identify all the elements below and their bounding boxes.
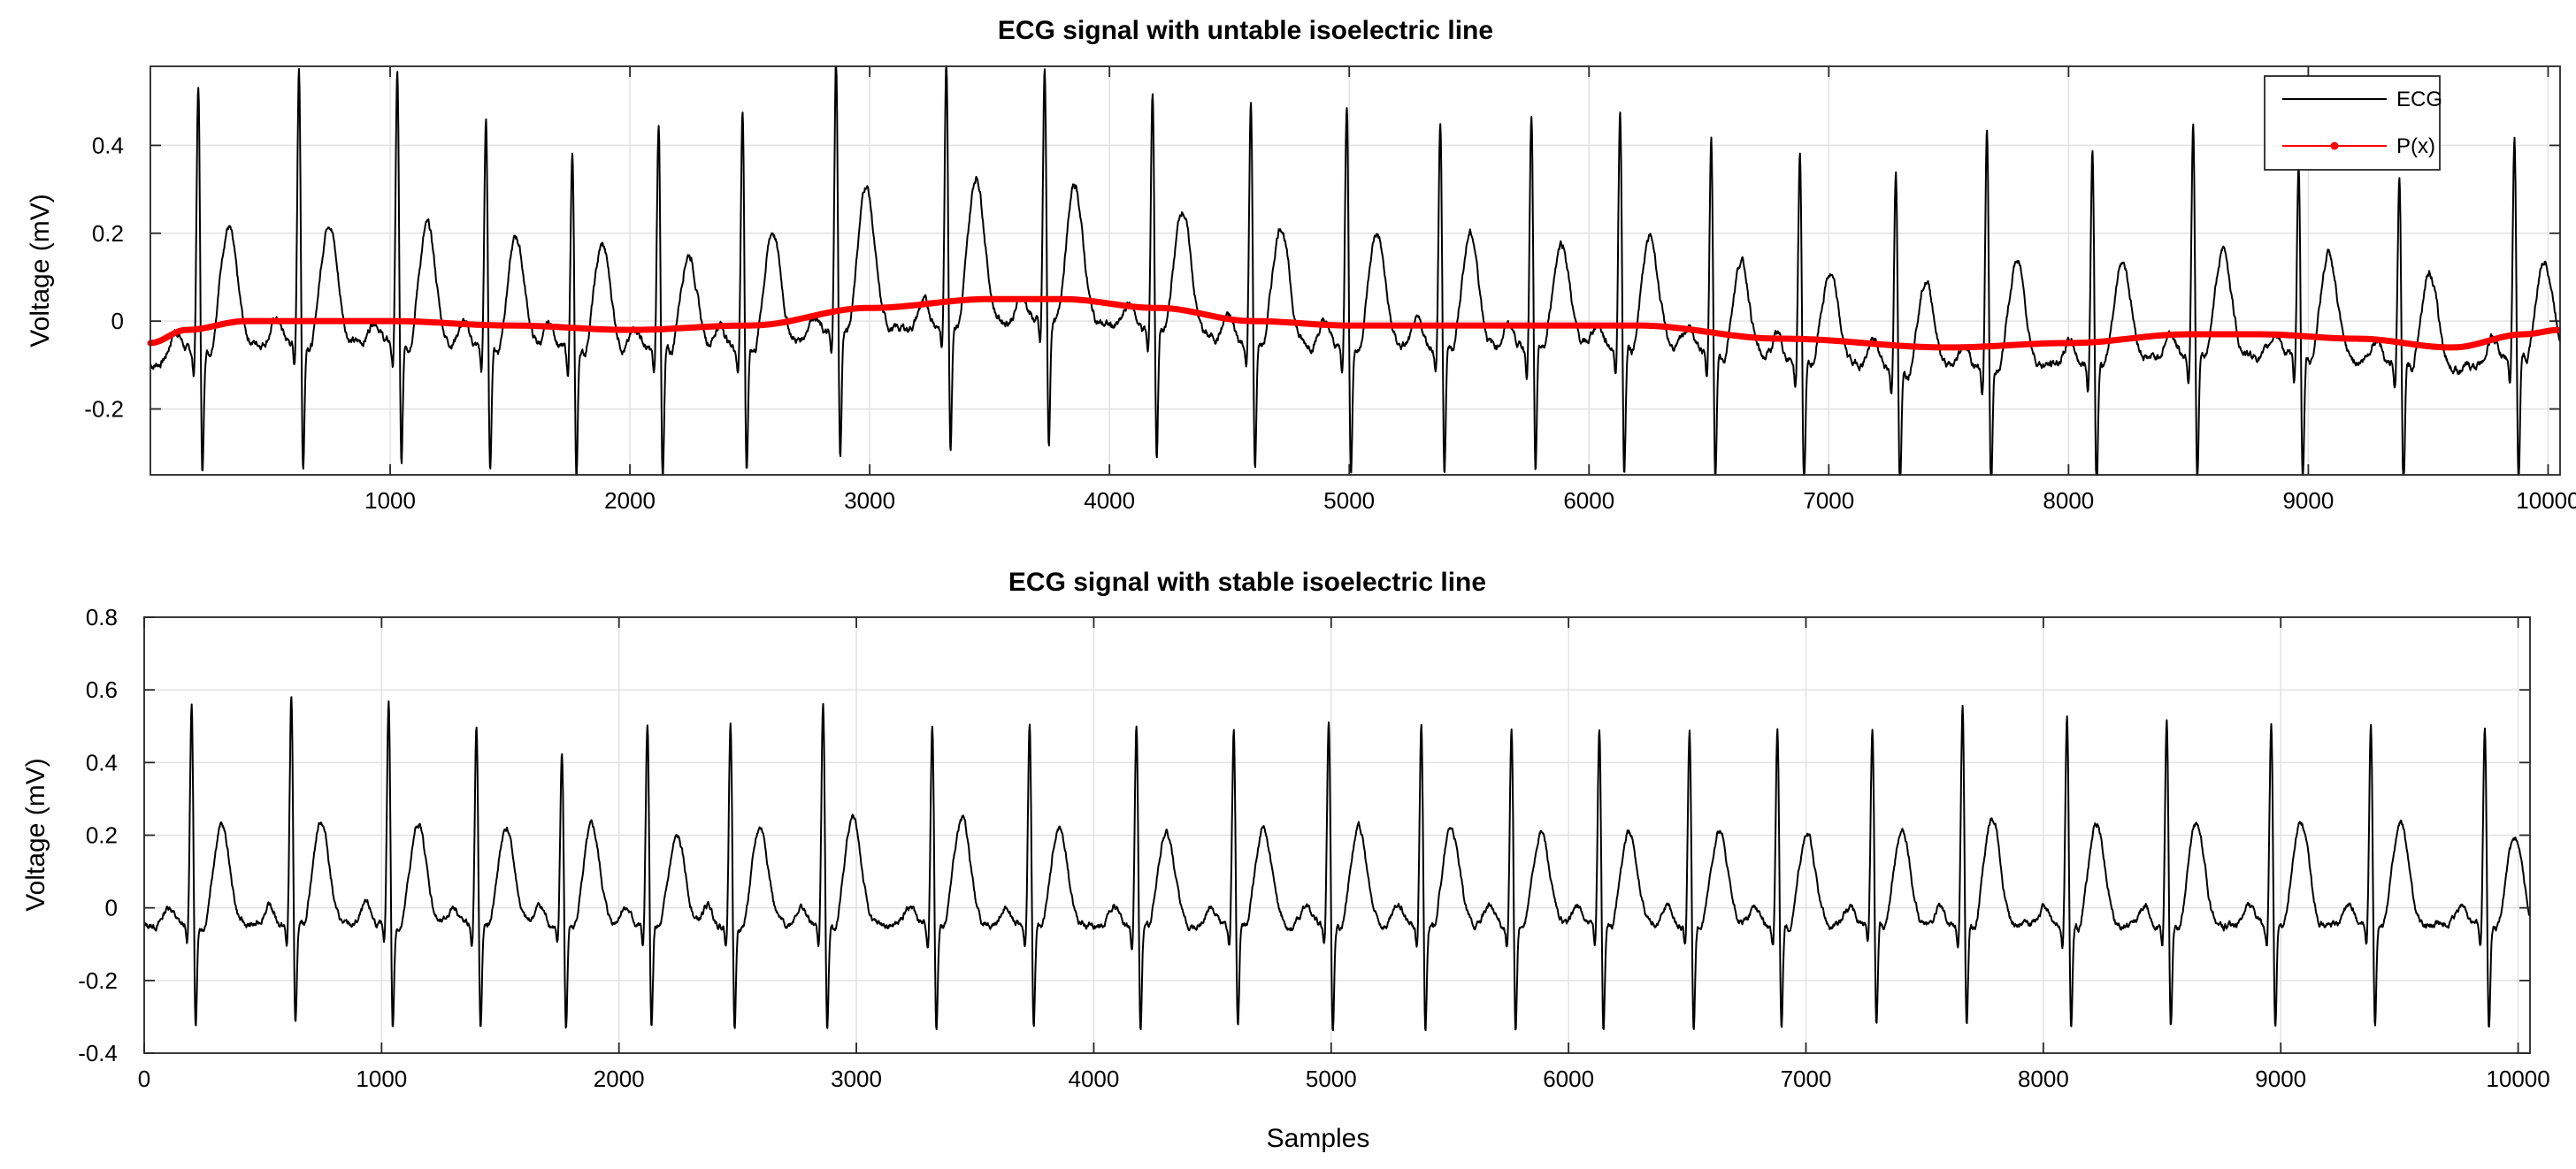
legend-px-marker — [2330, 141, 2339, 150]
x-tick-label: 2000 — [604, 487, 656, 514]
x-tick-label: 10000 — [2486, 1066, 2549, 1092]
top-chart-title: ECG signal with untable isoelectric line — [998, 16, 1493, 45]
bottom-subplot: ECG signal with stable isoelectric line … — [21, 568, 2550, 1153]
x-tick-label: 0 — [138, 1066, 150, 1092]
top-y-axis-label: Voltage (mV) — [26, 194, 55, 347]
x-tick-label: 7000 — [1781, 1066, 1832, 1092]
legend-px-label: P(x) — [2396, 134, 2435, 158]
x-tick-label: 9000 — [2282, 487, 2334, 514]
top-y-ticks: -0.2 0 0.2 0.4 — [84, 132, 2560, 422]
x-tick-label: 10000 — [2516, 487, 2576, 514]
legend-ecg-label: ECG — [2396, 88, 2442, 111]
top-x-ticks: 1000 2000 3000 4000 5000 6000 7000 8000 9000 1000… — [364, 66, 2576, 514]
y-tick-label: 0 — [105, 895, 118, 921]
bottom-y-axis-label: Voltage (mV) — [21, 758, 50, 911]
y-tick-label: -0.4 — [78, 1040, 118, 1066]
x-tick-label: 3000 — [844, 487, 895, 514]
y-tick-label: 0.8 — [86, 604, 118, 630]
legend: ECG P(x) — [2264, 75, 2442, 171]
x-tick-label: 2000 — [594, 1066, 645, 1092]
x-tick-label: 4000 — [1084, 487, 1135, 514]
top-axes-frame — [150, 65, 2561, 476]
y-tick-label: 0 — [111, 308, 124, 334]
y-tick-label: -0.2 — [78, 967, 118, 994]
y-tick-label: -0.2 — [84, 395, 124, 422]
y-tick-label: 0.2 — [86, 822, 118, 849]
x-tick-label: 3000 — [831, 1066, 882, 1092]
x-tick-label: 1000 — [356, 1066, 407, 1092]
y-tick-label: 0.2 — [92, 220, 124, 247]
y-tick-label: 0.4 — [92, 132, 124, 158]
bottom-x-axis-label: Samples — [1267, 1124, 1370, 1153]
top-plot-area — [147, 65, 2561, 476]
bottom-chart-title: ECG signal with stable isoelectric line — [1008, 568, 1486, 597]
bottom-y-ticks: -0.4 -0.2 0 0.2 0.4 0.6 0.8 — [78, 604, 2530, 1066]
x-tick-label: 4000 — [1069, 1066, 1120, 1092]
x-tick-label: 7000 — [1803, 487, 1854, 514]
legend-box — [2264, 75, 2441, 171]
top-subplot: ECG signal with untable isoelectric line… — [26, 16, 2576, 514]
x-tick-label: 5000 — [1306, 1066, 1357, 1092]
top-px-baseline-line — [147, 295, 2561, 351]
bottom-plot-area — [143, 696, 2531, 1032]
x-tick-label: 8000 — [2043, 487, 2094, 514]
bottom-ecg-line — [143, 696, 2531, 1032]
y-tick-label: 0.6 — [86, 676, 118, 703]
x-tick-label: 6000 — [1543, 1066, 1594, 1092]
top-grid — [150, 66, 2560, 475]
x-tick-label: 6000 — [1563, 487, 1614, 514]
y-tick-label: 0.4 — [86, 749, 118, 776]
x-tick-label: 9000 — [2255, 1066, 2306, 1092]
x-tick-label: 1000 — [364, 487, 416, 514]
x-tick-label: 8000 — [2018, 1066, 2069, 1092]
x-tick-label: 5000 — [1323, 487, 1375, 514]
bottom-x-ticks: 0 1000 2000 3000 4000 5000 6000 7000 8000 9000 100… — [138, 617, 2550, 1092]
